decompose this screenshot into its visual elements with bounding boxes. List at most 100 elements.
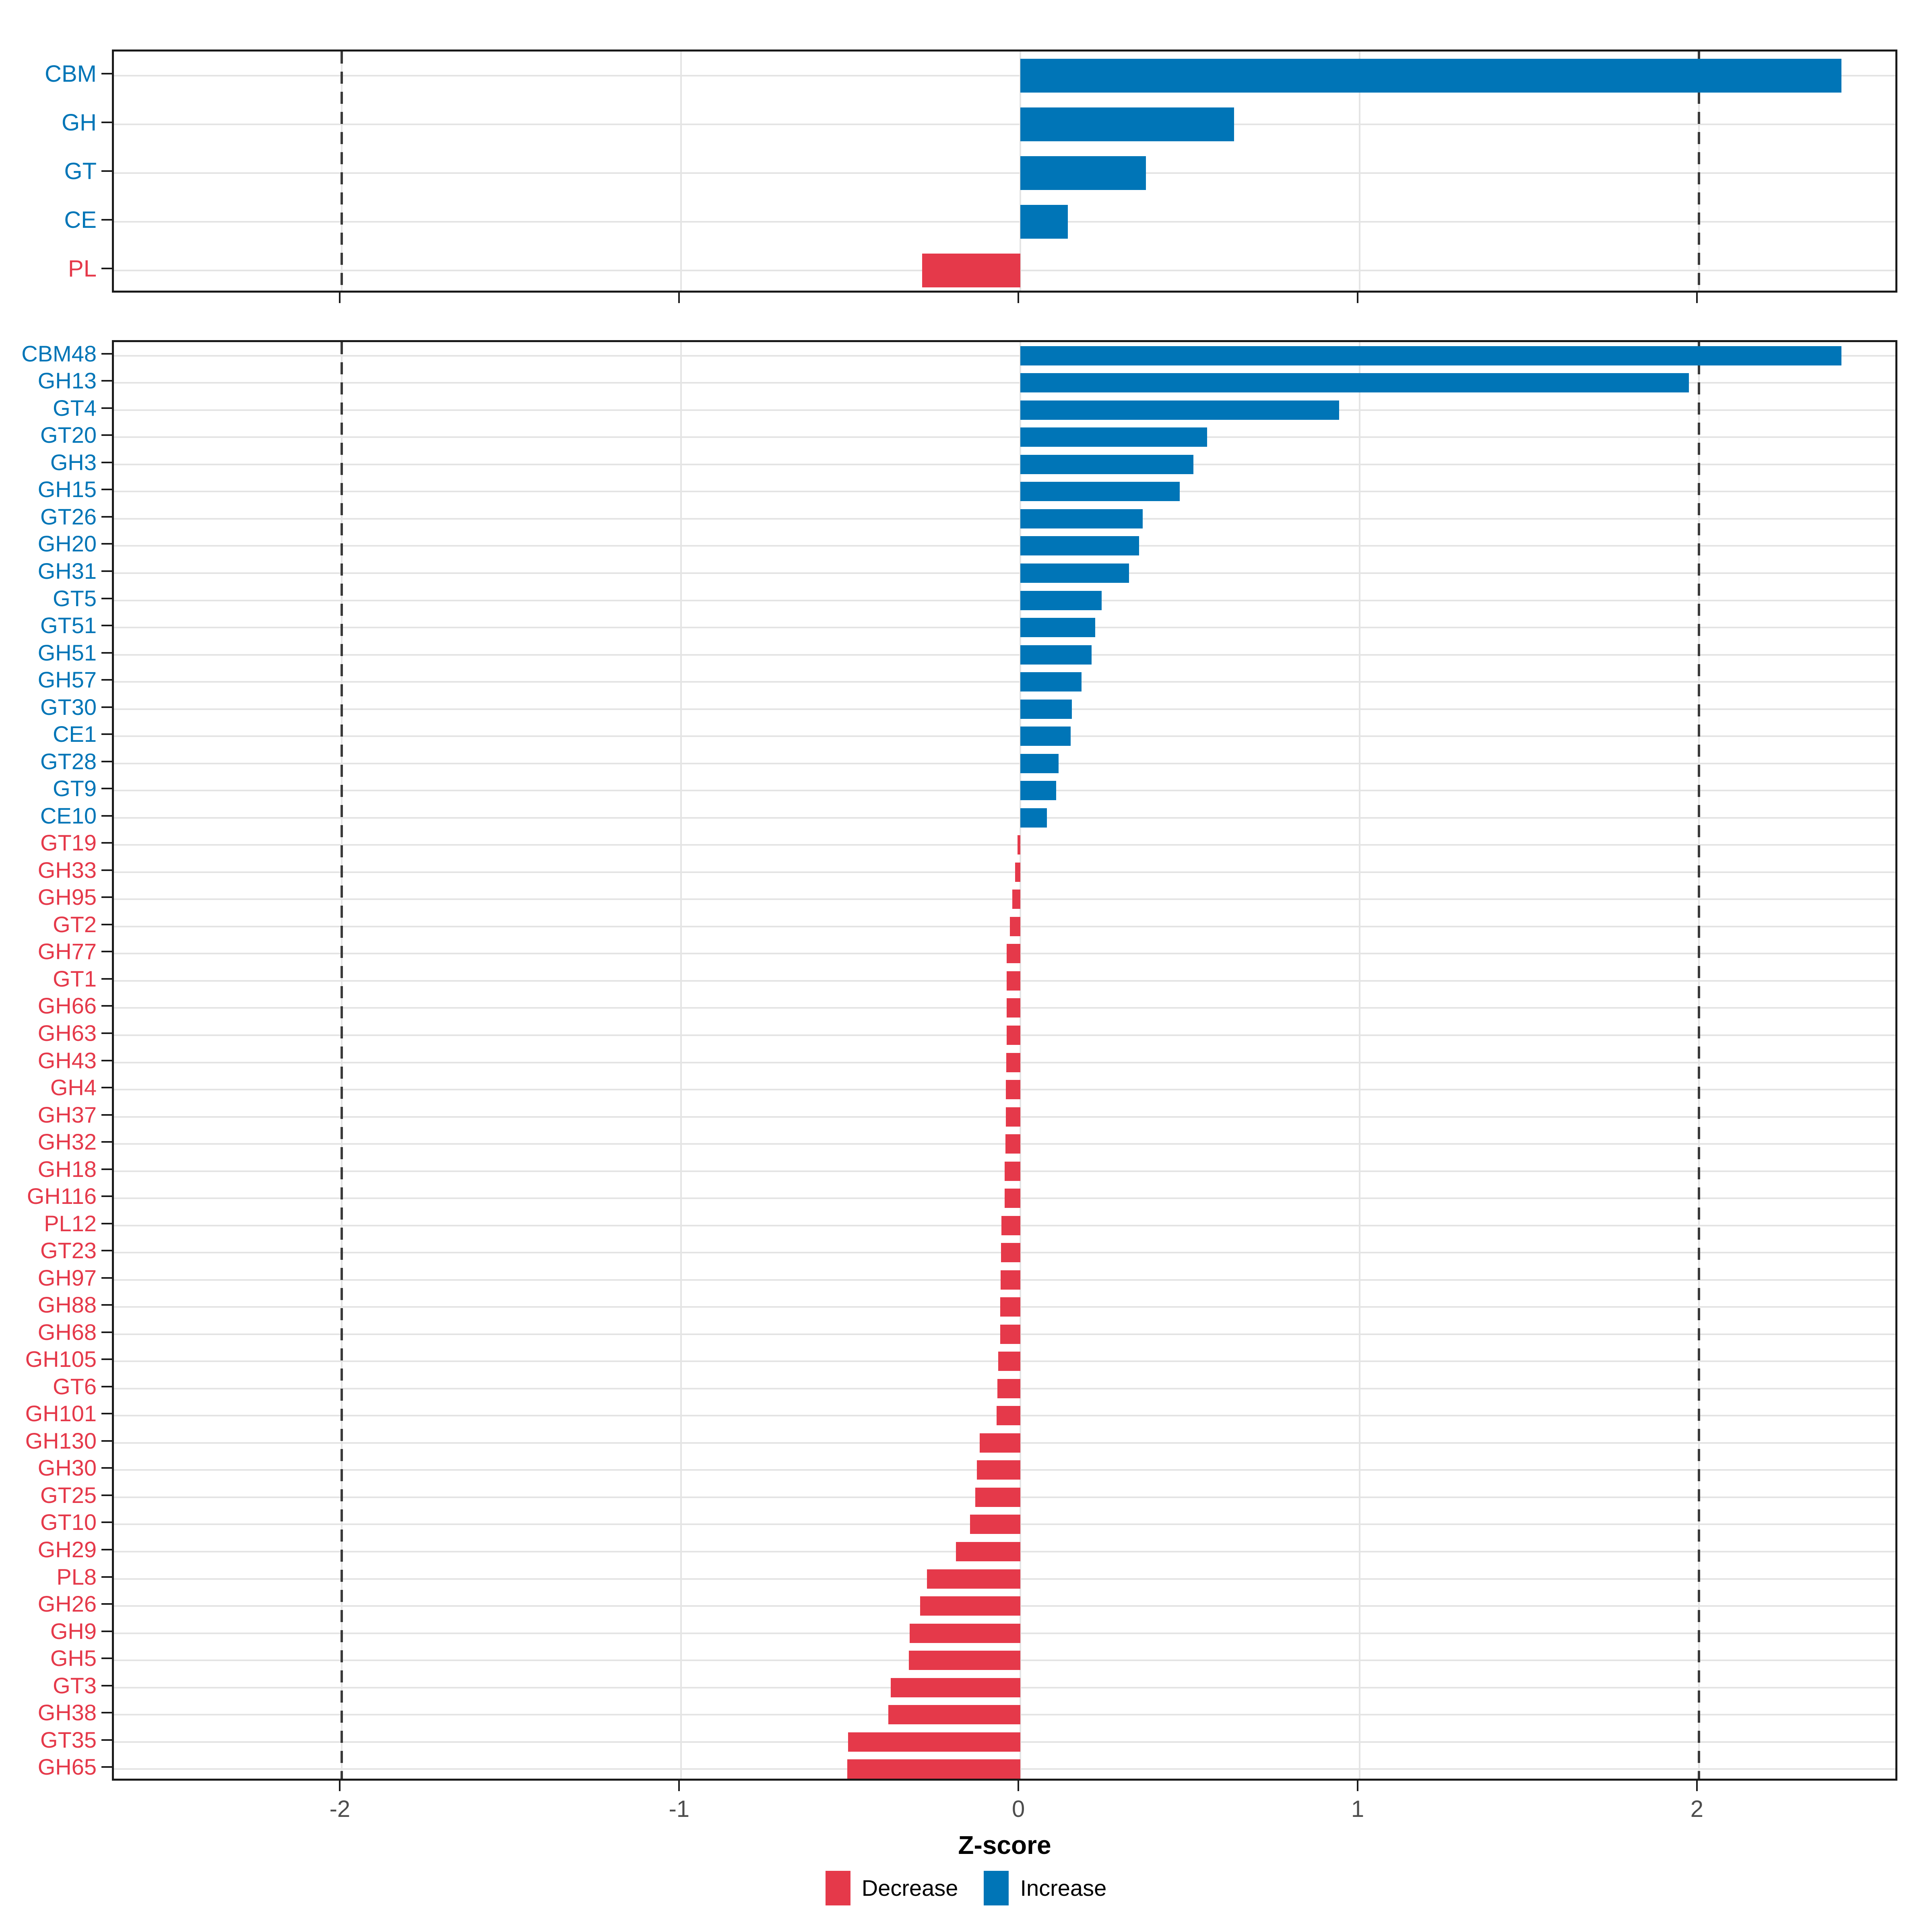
y-axis-label-GH20: GH20	[37, 531, 97, 557]
x-gridline	[680, 342, 682, 1779]
y-tick	[101, 516, 112, 518]
y-axis-label-GH65: GH65	[37, 1754, 97, 1780]
bar-GT1	[1007, 971, 1021, 991]
y-axis-label-GT10: GT10	[40, 1509, 97, 1535]
y-tick	[101, 1576, 112, 1578]
y-tick	[101, 842, 112, 844]
y-tick	[101, 489, 112, 491]
y-axis-label-GH9: GH9	[50, 1618, 97, 1644]
dashed-reference-line	[1697, 52, 1700, 291]
bar-CBM	[1020, 59, 1841, 93]
bar-GH	[1020, 107, 1234, 142]
y-axis-label-CBM48: CBM48	[21, 341, 97, 366]
x-tick	[339, 293, 341, 303]
y-gridline	[114, 518, 1895, 520]
bar-GT26	[1020, 509, 1143, 528]
bar-GT4	[1020, 400, 1340, 420]
bar-PL8	[927, 1569, 1021, 1589]
y-axis-label-CBM: CBM	[45, 61, 97, 87]
bar-CE10	[1020, 808, 1047, 828]
y-tick	[101, 733, 112, 735]
y-axis-label-PL8: PL8	[56, 1564, 97, 1589]
bar-GH15	[1020, 482, 1180, 502]
y-tick	[101, 1766, 112, 1768]
y-tick	[101, 1222, 112, 1224]
y-axis-label-GH33: GH33	[37, 857, 97, 883]
legend: Decrease Increase	[0, 1871, 1932, 1905]
y-axis-label-GT4: GT4	[53, 395, 97, 421]
legend-label: Increase	[1020, 1875, 1107, 1901]
y-tick	[101, 1087, 112, 1089]
y-tick	[101, 1684, 112, 1686]
y-gridline	[114, 436, 1895, 438]
y-axis-label-GH66: GH66	[37, 993, 97, 1019]
x-tick	[678, 293, 680, 303]
bar-PL12	[1001, 1216, 1021, 1235]
x-tick	[1357, 1781, 1358, 1791]
x-tick	[1696, 293, 1698, 303]
y-gridline	[114, 221, 1895, 223]
y-tick	[101, 1358, 112, 1360]
y-gridline	[114, 1007, 1895, 1009]
y-axis-label-GH77: GH77	[37, 939, 97, 964]
y-axis-label-GT26: GT26	[40, 504, 97, 529]
y-tick	[101, 1739, 112, 1741]
x-tick-label: 1	[1351, 1796, 1364, 1822]
y-axis-label-GH57: GH57	[37, 667, 97, 693]
y-tick	[101, 679, 112, 681]
y-gridline	[114, 627, 1895, 629]
y-axis-label-GH26: GH26	[37, 1591, 97, 1617]
y-gridline	[114, 708, 1895, 710]
y-axis-label-GH29: GH29	[37, 1537, 97, 1562]
y-axis-label-GH5: GH5	[50, 1645, 97, 1671]
y-axis-label-GT30: GT30	[40, 694, 97, 720]
y-tick	[101, 1630, 112, 1632]
y-tick	[101, 788, 112, 790]
y-tick	[101, 267, 112, 269]
bar-GT23	[1001, 1243, 1021, 1263]
legend-swatch-increase	[984, 1871, 1009, 1905]
y-axis-label-GH32: GH32	[37, 1129, 97, 1155]
y-gridline	[114, 762, 1895, 764]
y-tick	[101, 1114, 112, 1116]
y-tick	[101, 570, 112, 572]
x-tick-label: 2	[1690, 1796, 1703, 1822]
bar-GH77	[1007, 944, 1021, 964]
bar-GT20	[1020, 427, 1207, 447]
y-tick	[101, 597, 112, 599]
y-tick	[101, 1657, 112, 1660]
y-gridline	[114, 735, 1895, 737]
panel-family-detail	[112, 340, 1897, 1781]
y-axis-label-GH130: GH130	[25, 1428, 97, 1453]
y-axis-label-PL12: PL12	[44, 1210, 97, 1236]
dashed-reference-line	[341, 52, 343, 291]
y-tick	[101, 1440, 112, 1442]
y-gridline	[114, 355, 1895, 357]
y-axis-label-GT28: GT28	[40, 748, 97, 774]
y-tick	[101, 869, 112, 871]
y-gridline	[114, 925, 1895, 927]
y-gridline	[114, 124, 1895, 126]
y-tick	[101, 1413, 112, 1415]
bar-GT35	[848, 1732, 1021, 1752]
y-gridline	[114, 898, 1895, 900]
bar-GT5	[1020, 590, 1102, 610]
y-tick	[101, 461, 112, 463]
y-tick	[101, 1304, 112, 1306]
bar-GH43	[1006, 1053, 1021, 1072]
y-gridline	[114, 654, 1895, 656]
y-axis-label-GH15: GH15	[37, 477, 97, 502]
y-axis-label-GT51: GT51	[40, 613, 97, 638]
y-axis-label-GH116: GH116	[27, 1183, 97, 1209]
x-tick-label: 0	[1011, 1796, 1025, 1822]
x-axis-title: Z-score	[958, 1831, 1051, 1860]
y-axis-label-GH101: GH101	[25, 1401, 97, 1426]
bar-GH31	[1020, 563, 1129, 583]
y-axis-label-GH68: GH68	[37, 1319, 97, 1345]
y-gridline	[114, 681, 1895, 683]
bar-GH20	[1020, 536, 1139, 556]
y-gridline	[114, 1143, 1895, 1145]
y-axis-label-GT35: GT35	[40, 1727, 97, 1752]
x-tick	[1018, 293, 1020, 303]
dashed-reference-line	[1697, 342, 1700, 1779]
